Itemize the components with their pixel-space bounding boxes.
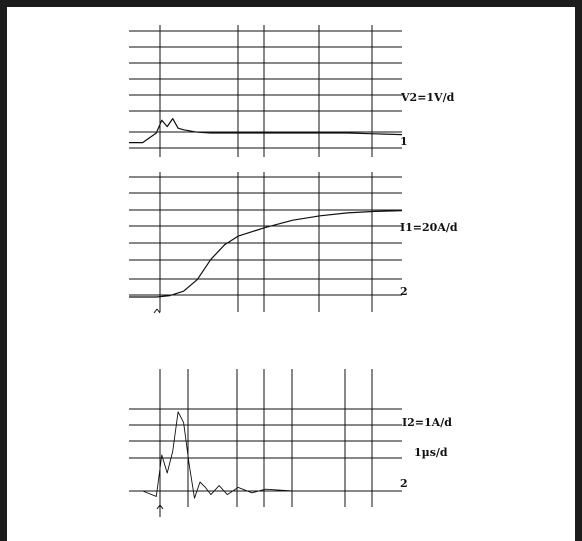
trigger-arrow-icon — [156, 504, 164, 517]
middle-label: I1=20A/d — [400, 221, 458, 234]
top-label: V2=1V/d — [400, 91, 455, 104]
bottom-label: I2=1A/d — [402, 416, 452, 429]
bottom-channel-marker: 2 — [400, 477, 408, 490]
bottom-trace-i2 — [129, 411, 402, 499]
middle-trace-i1 — [129, 210, 403, 298]
oscilloscope-traces: V2=1V/d 1 I1=20A/d 2 I2=1A/d 1µs/d 2 — [129, 25, 458, 517]
middle-channel-marker: 2 — [400, 285, 408, 298]
middle-panel-grid — [129, 172, 402, 312]
top-channel-marker: 1 — [400, 135, 408, 148]
figure-frame: V2=1V/d 1 I1=20A/d 2 I2=1A/d 1µs/d 2 — [7, 7, 575, 541]
top-trace-v2 — [129, 118, 403, 144]
top-panel-grid — [129, 25, 402, 157]
bottom-panel-grid — [129, 369, 402, 507]
bottom-time-label: 1µs/d — [414, 446, 448, 459]
trigger-marker-icon — [153, 308, 161, 314]
